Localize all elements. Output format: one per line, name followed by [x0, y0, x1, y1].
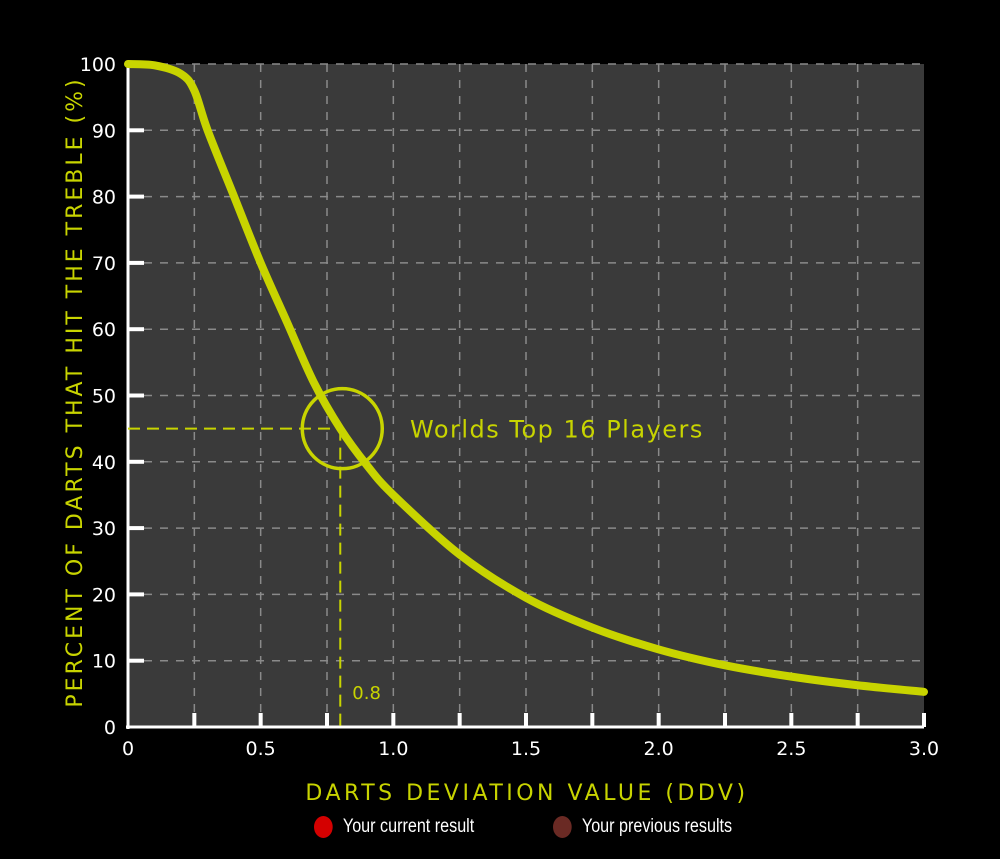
y-tick-label: 10 [92, 651, 116, 673]
annotation-x-label: 0.8 [352, 683, 381, 704]
y-tick-label: 0 [104, 717, 116, 739]
x-tick-label: 3.0 [909, 738, 939, 760]
y-tick-label: 60 [92, 319, 116, 341]
y-tick-label: 30 [92, 518, 116, 540]
y-tick-label: 20 [92, 584, 116, 606]
legend-previous: Your previous results [553, 816, 732, 838]
x-tick-label: 1.0 [378, 738, 408, 760]
x-tick-label: 0.5 [246, 738, 276, 760]
legend-current-label: Your current result [342, 816, 475, 837]
legend-previous-label: Your previous results [581, 816, 733, 837]
series-line [124, 60, 928, 696]
annotation-circle [300, 386, 385, 471]
annotation-text: Worlds Top 16 Players [410, 416, 704, 444]
y-tick-label: 40 [92, 452, 116, 474]
x-tick-label: 1.5 [511, 738, 541, 760]
y-axis-label: PERCENT OF DARTS THAT HIT THE TREBLE (%) [63, 76, 88, 707]
current-result-dot [314, 816, 333, 838]
x-tick-label: 0 [122, 738, 134, 760]
y-tick-label: 50 [92, 386, 116, 408]
y-tick-label: 90 [92, 120, 116, 142]
x-axis-label: DARTS DEVIATION VALUE (DDV) [305, 781, 748, 806]
y-tick-label: 70 [92, 253, 116, 275]
x-tick-label: 2.5 [776, 738, 806, 760]
x-tick-label: 2.0 [644, 738, 674, 760]
legend-current: Your current result [314, 816, 474, 838]
y-tick-label: 100 [80, 54, 116, 76]
y-tick-label: 80 [92, 187, 116, 209]
previous-result-dot [553, 816, 572, 838]
